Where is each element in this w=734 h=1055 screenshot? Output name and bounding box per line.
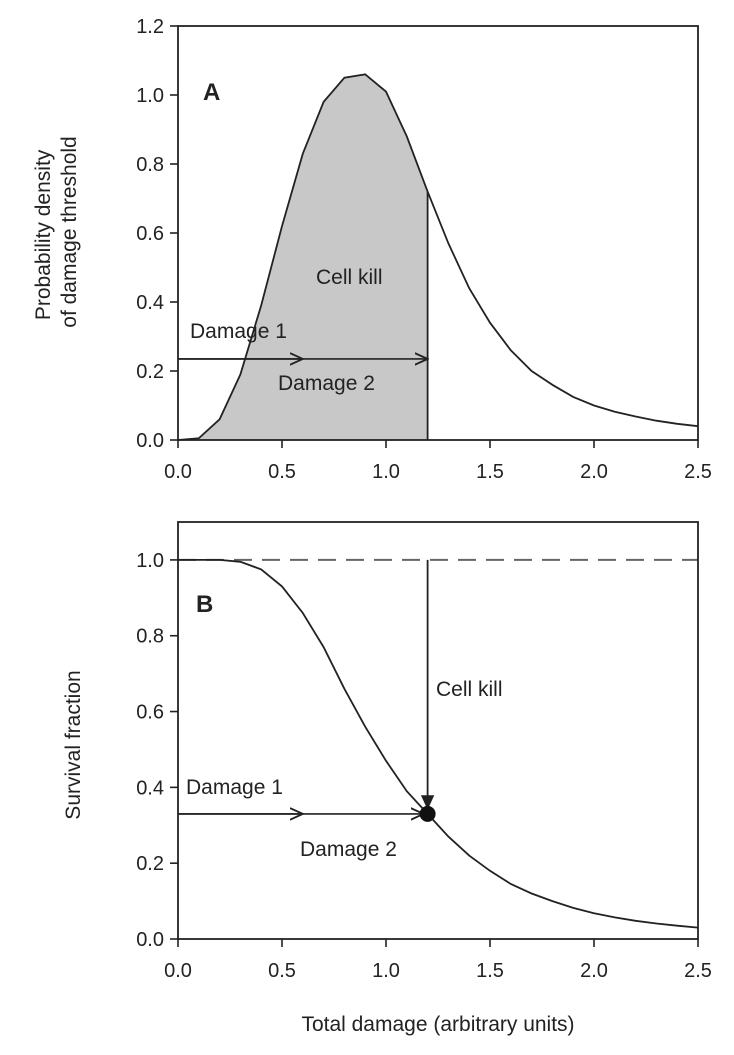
density-curve [177,73,699,441]
a-x-tick-label: 0.0 [164,461,192,483]
b-y-tick-label: 0.4 [136,777,164,799]
b-y-tick-label: 0.2 [136,853,164,875]
y-axis-title-a: Probability density of damage threshold [32,136,81,327]
b-y-tick-label: 0.8 [136,626,164,648]
panel-b: 0.0 0.5 1.0 1.5 2.0 2.5 0.00.20.40.60.81.0 B … [62,521,712,1036]
x-axis-b: 0.0 0.5 1.0 1.5 2.0 2.5 [164,939,712,982]
y-axis-title-a-line-1: Probability density [32,149,55,320]
x-axis-a: 0.0 0.5 1.0 1.5 2.0 2.5 [164,440,712,483]
b-x-tick-label: 2.5 [684,960,712,982]
a-x-tick-label: 2.5 [684,461,712,483]
b-y-tick-label: 0.6 [136,702,164,724]
a-y-tick-label: 1.0 [136,85,164,107]
plot-frame-b [177,521,699,940]
panel-label-b: B [196,591,213,618]
a-x-tick-label: 2.0 [580,461,608,483]
a-y-tick-label: 1.2 [136,16,164,38]
cell-kill-label: Cell kill [316,266,383,289]
panel-a: 0.0 0.5 1.0 1.5 2.0 2.5 0.0 0.2 0.4 0.6 0.8 1.0 1.2… [32,16,712,483]
a-x-tick-label: 0.5 [268,461,296,483]
y-axis-a: 0.0 0.2 0.4 0.6 0.8 1.0 1.2 [136,16,178,452]
damage-2-label-b: Damage 2 [300,838,397,861]
cell-kill-shaded-area [178,74,428,441]
y-axis-title-b: Survival fraction [62,670,85,819]
a-y-tick-label: 0.2 [136,361,164,383]
survival-point-marker [419,805,436,822]
a-y-tick-label: 0.8 [136,154,164,176]
a-y-tick-label: 0.4 [136,292,164,314]
a-x-tick-label: 1.5 [476,461,504,483]
b-x-tick-label: 1.0 [372,960,400,982]
b-x-tick-label: 0.0 [164,960,192,982]
x-axis-title: Total damage (arbitrary units) [301,1013,574,1036]
b-x-tick-label: 0.5 [268,960,296,982]
survival-curve [178,559,699,929]
a-x-tick-label: 1.0 [372,461,400,483]
cell-kill-label-b: Cell kill [436,678,503,701]
b-x-tick-label: 2.0 [580,960,608,982]
a-y-tick-label: 0.6 [136,223,164,245]
panel-label-a: A [203,79,220,106]
damage-2-label: Damage 2 [278,372,375,395]
a-y-tick-label: 0.0 [136,430,164,452]
damage-1-label: Damage 1 [190,320,287,343]
b-x-tick-label: 1.5 [476,960,504,982]
y-axis-title-a-line-2: of damage threshold [58,136,81,327]
y-axis-b: 0.0 0.2 0.4 0.6 0.8 1.0 [136,550,178,951]
b-y-tick-label: 0.0 [136,929,164,951]
damage-1-label-b: Damage 1 [186,776,283,799]
b-y-tick-label: 1.0 [136,550,164,572]
